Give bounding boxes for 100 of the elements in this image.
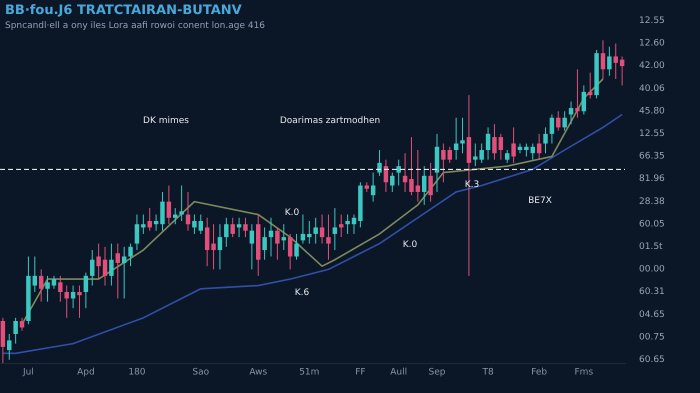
candlestick xyxy=(332,208,338,251)
x-tick-label: Aws xyxy=(249,368,268,378)
candlestick xyxy=(486,126,490,160)
candlestick xyxy=(262,226,267,260)
candlestick xyxy=(230,217,235,238)
x-tick-label: Sep xyxy=(428,368,446,378)
candlestick xyxy=(307,220,312,244)
candlestick xyxy=(179,185,184,222)
annotation: K.0 xyxy=(284,208,300,218)
candlestick xyxy=(320,214,324,244)
annotation: K.0 xyxy=(402,240,418,250)
candlestick xyxy=(428,162,433,202)
candlestick xyxy=(575,68,580,118)
candlestick xyxy=(84,272,88,309)
candlestick xyxy=(294,233,299,260)
candlestick xyxy=(377,150,382,176)
candlestick xyxy=(550,114,554,144)
text: 66.35 xyxy=(639,152,665,162)
candlestick xyxy=(390,172,395,192)
candlestick xyxy=(543,126,548,154)
candlestick xyxy=(90,250,94,286)
candlestick xyxy=(568,101,574,125)
candlestick xyxy=(134,214,140,251)
candlestick xyxy=(511,126,516,164)
candlestick xyxy=(614,43,618,80)
chart-title: BB·fou.J6 TRATCTAIRAN-BUTANV xyxy=(5,3,242,18)
candlestick xyxy=(166,185,172,225)
x-tick-label: Jul xyxy=(22,368,34,378)
candlestick xyxy=(504,150,510,164)
candlestick xyxy=(498,133,504,160)
text: 12.60 xyxy=(639,38,666,49)
text: 81.96 xyxy=(639,174,666,184)
candlestick xyxy=(364,182,369,192)
candlestick xyxy=(204,217,210,267)
candlestick xyxy=(64,285,69,318)
candlestick xyxy=(173,208,178,225)
candlestick xyxy=(211,224,216,270)
x-tick-label: Aull xyxy=(390,368,408,378)
candlestick xyxy=(556,110,561,132)
annotation: BE7X xyxy=(528,196,552,206)
text: 60.65 xyxy=(639,355,665,365)
candlestick xyxy=(192,214,197,234)
candlestick xyxy=(109,243,114,286)
text: 42.00 xyxy=(639,61,666,72)
candlestick xyxy=(77,285,82,318)
candlestick xyxy=(416,150,420,202)
candlestick xyxy=(345,214,350,234)
candlestick xyxy=(460,117,465,154)
annotation: Doarimas zartmodhen xyxy=(280,116,380,126)
candlestick xyxy=(620,56,624,86)
candlestick xyxy=(600,40,606,80)
candlestick xyxy=(479,143,484,164)
candlestick xyxy=(492,124,497,160)
text: 01.5t xyxy=(639,242,664,252)
x-tick-label: 51m xyxy=(299,368,320,378)
candlestick xyxy=(588,72,592,99)
candlestick xyxy=(7,333,12,360)
text: 45.80 xyxy=(639,106,666,116)
candlestick xyxy=(370,172,376,202)
candlestick xyxy=(38,268,44,302)
candlestick xyxy=(518,143,522,154)
x-tick-label: Fms xyxy=(574,368,594,378)
x-tick-label: Feb xyxy=(531,368,548,378)
candlestick xyxy=(102,246,108,286)
candlestick xyxy=(338,214,344,238)
candlestick xyxy=(384,159,388,192)
candlestick xyxy=(582,84,586,115)
candlestick xyxy=(224,217,229,248)
candlestick xyxy=(288,233,292,270)
candlestick xyxy=(282,224,286,251)
candlestick xyxy=(58,275,63,302)
x-tick-label: FF xyxy=(355,368,366,378)
annotation: K.6 xyxy=(294,288,310,298)
candlestick xyxy=(236,217,242,238)
candlestick xyxy=(147,208,152,232)
candlestick xyxy=(422,166,426,206)
candlestick xyxy=(13,317,18,344)
candlestick xyxy=(275,226,280,260)
annotation: DK mimes xyxy=(143,116,190,126)
candlestick xyxy=(300,214,306,244)
candlestick xyxy=(326,214,331,260)
candlestick xyxy=(32,256,38,292)
candlestick xyxy=(607,46,612,76)
candlestick xyxy=(141,214,146,234)
candlestick xyxy=(524,143,529,157)
x-tick-label: Apd xyxy=(77,368,95,378)
candlestick xyxy=(218,224,222,270)
x-tick-label: 180 xyxy=(128,368,146,378)
candlestick xyxy=(20,317,24,332)
candlestick xyxy=(473,143,478,167)
candlestick xyxy=(536,133,542,160)
candlestick xyxy=(70,285,76,309)
candlestick xyxy=(396,159,401,186)
text: 28.38 xyxy=(639,196,666,207)
candlestick xyxy=(530,143,535,160)
candlestick xyxy=(96,243,101,280)
text: 40.06 xyxy=(639,84,666,94)
x-tick-label: Sao xyxy=(192,368,210,378)
text: 12.55 xyxy=(639,16,665,26)
text: 04.65 xyxy=(639,310,665,320)
